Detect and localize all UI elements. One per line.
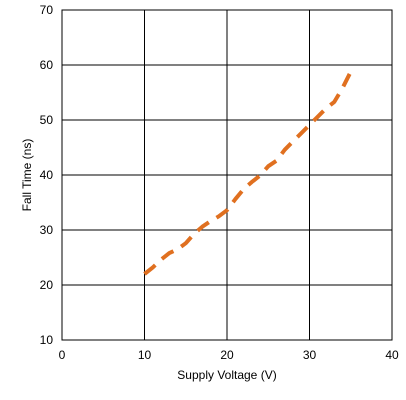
x-tick-label: 10 (138, 348, 152, 362)
x-axis-title: Supply Voltage (V) (177, 368, 276, 382)
y-axis-ticks: 10 20 30 40 50 60 70 (40, 3, 54, 347)
grid (61, 9, 393, 341)
y-tick-label: 20 (40, 278, 54, 292)
x-tick-label: 30 (303, 348, 317, 362)
y-tick-label: 70 (40, 3, 54, 17)
y-tick-label: 30 (40, 223, 54, 237)
y-tick-label: 40 (40, 168, 54, 182)
x-tick-label: 40 (385, 348, 399, 362)
y-tick-label: 10 (40, 333, 54, 347)
y-axis-title: Fall Time (ns) (20, 139, 34, 212)
y-tick-label: 50 (40, 113, 54, 127)
x-axis-ticks: 0 10 20 30 40 (59, 348, 399, 362)
x-tick-label: 0 (59, 348, 66, 362)
plot-area-border (61, 9, 393, 341)
y-tick-label: 60 (40, 58, 54, 72)
series-layer (143, 70, 353, 276)
x-tick-label: 20 (220, 348, 234, 362)
data-line (143, 70, 353, 276)
